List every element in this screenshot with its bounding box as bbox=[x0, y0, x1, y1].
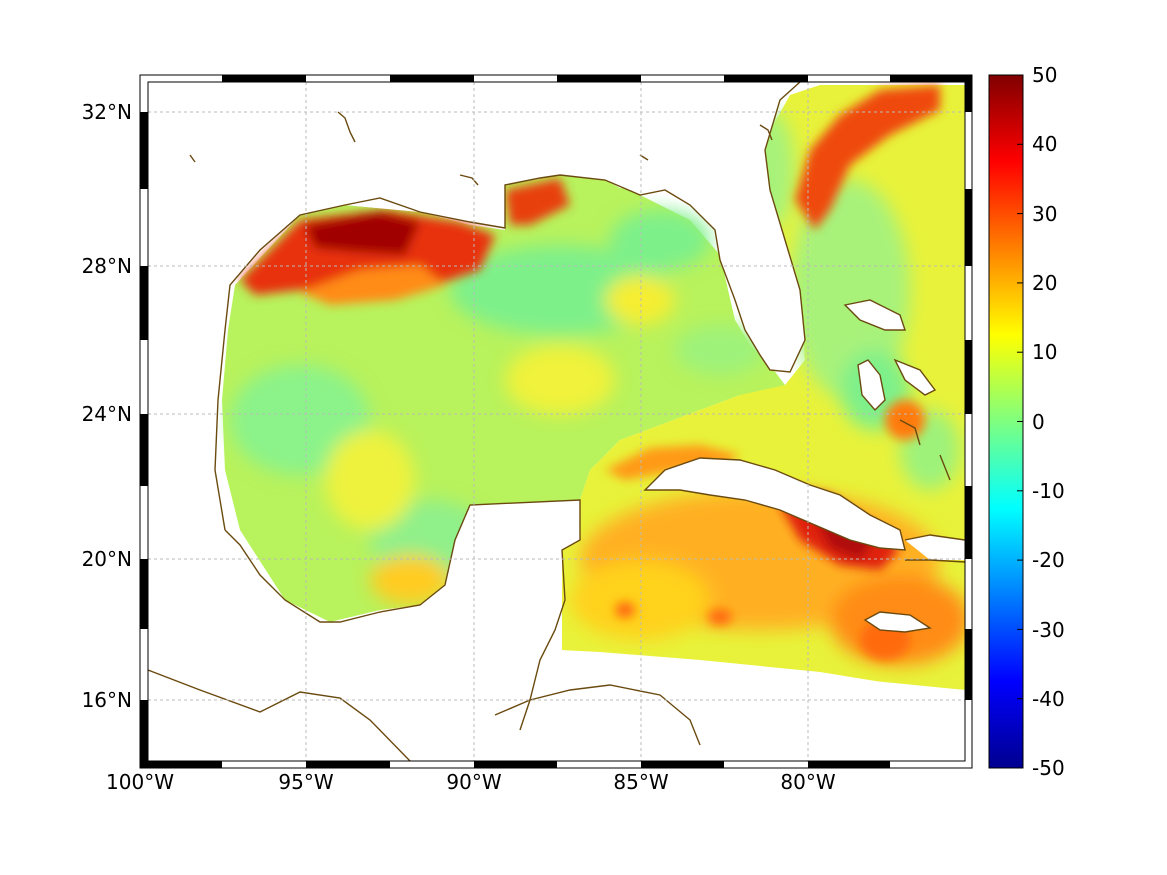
colorbar-label: 30 bbox=[1032, 202, 1057, 226]
colorbar-labels: 50 40 30 20 10 0 -10 -20 -30 -40 -50 bbox=[1032, 63, 1065, 780]
yucatan-land bbox=[148, 500, 580, 761]
frame-seg-top bbox=[724, 75, 808, 82]
gulf-green-region bbox=[675, 325, 765, 375]
jamaica-coastline bbox=[863, 611, 932, 633]
bahamas-land bbox=[845, 300, 905, 330]
lon-label: 80°W bbox=[780, 770, 835, 794]
mexico-west-land bbox=[148, 530, 320, 761]
frame-seg-top bbox=[390, 75, 474, 82]
colorbar-label: 0 bbox=[1032, 410, 1045, 434]
lon-label: 90°W bbox=[446, 770, 501, 794]
longitude-labels: 100°W 95°W 90°W 85°W 80°W bbox=[106, 770, 836, 794]
hispaniola-land bbox=[905, 535, 965, 560]
bahamas-land bbox=[895, 360, 935, 395]
gulf-orange-band bbox=[300, 265, 445, 305]
central-america-land bbox=[520, 650, 965, 761]
frame-seg-right bbox=[965, 486, 972, 559]
frame-seg-right bbox=[965, 82, 972, 112]
lat-label: 28°N bbox=[82, 254, 132, 278]
colorbar-label: 50 bbox=[1032, 63, 1057, 87]
frame-seg-bottom bbox=[306, 761, 390, 768]
frame-seg-left bbox=[140, 112, 148, 189]
central-america-coastline bbox=[148, 669, 411, 761]
mexico-coastline bbox=[224, 499, 581, 731]
lon-label: 85°W bbox=[613, 770, 668, 794]
frame-seg-bottom bbox=[808, 761, 890, 768]
lat-label: 20°N bbox=[82, 547, 132, 571]
frame-seg-left bbox=[140, 414, 148, 486]
lake-coastline bbox=[189, 111, 773, 186]
gridlines bbox=[148, 82, 965, 761]
us-gulf-coastline bbox=[214, 82, 806, 531]
atlantic-green-region bbox=[790, 180, 910, 400]
frame-seg-top bbox=[222, 75, 306, 82]
frame-seg-left bbox=[140, 559, 148, 629]
frame-seg-right bbox=[965, 629, 972, 700]
frame-seg-top bbox=[557, 75, 641, 82]
bahamas-orange-spot bbox=[885, 400, 925, 440]
colorbar-label: -30 bbox=[1032, 618, 1065, 642]
frame-seg-right bbox=[965, 340, 972, 414]
map-frame bbox=[139, 74, 973, 769]
mobile-bay-red bbox=[505, 178, 570, 225]
honduras-coastline bbox=[494, 684, 701, 746]
frame-seg-right bbox=[965, 189, 972, 266]
bahamas-coastline bbox=[843, 299, 951, 481]
colorbar-label: -10 bbox=[1032, 479, 1065, 503]
lat-label: 24°N bbox=[82, 402, 132, 426]
caribbean-orange-spot bbox=[615, 602, 635, 618]
lon-label: 100°W bbox=[106, 770, 174, 794]
sea-level-anomaly-field bbox=[148, 82, 965, 761]
hispaniola-coastline bbox=[904, 534, 965, 563]
lat-label: 32°N bbox=[82, 100, 132, 124]
gulf-dark-red-core bbox=[305, 212, 420, 255]
us-gulf-coast-land bbox=[148, 82, 620, 530]
lat-label: 16°N bbox=[82, 688, 132, 712]
colorbar-label: -50 bbox=[1032, 756, 1065, 780]
colorbar: 50 40 30 20 10 0 -10 -20 -30 -40 -50 bbox=[988, 63, 1065, 780]
cuba-coastline bbox=[643, 457, 906, 551]
colorbar-tick-marks bbox=[1017, 143, 1023, 700]
colorbar-label: -40 bbox=[1032, 687, 1065, 711]
jamaica-land bbox=[865, 612, 930, 632]
frame-seg-top bbox=[890, 75, 972, 82]
coastlines bbox=[148, 82, 965, 761]
caribbean-orange-spot bbox=[708, 609, 732, 625]
frame-seg-bottom bbox=[474, 761, 557, 768]
gulf-orange-region bbox=[370, 555, 450, 605]
frame-seg-left bbox=[140, 266, 148, 340]
latitude-labels: 32°N 28°N 24°N 20°N 16°N bbox=[82, 100, 132, 712]
cuba-land bbox=[645, 458, 905, 550]
lon-label: 95°W bbox=[278, 770, 333, 794]
frame-seg-bottom bbox=[641, 761, 724, 768]
florida-straits-orange bbox=[605, 445, 740, 480]
colorbar-label: -20 bbox=[1032, 548, 1065, 572]
gulf-yellow-region bbox=[605, 275, 675, 325]
gulf-green-region bbox=[610, 210, 710, 270]
colorbar-label: 20 bbox=[1032, 271, 1057, 295]
frame-seg-bottom bbox=[140, 761, 222, 768]
gulf-stream-red-band bbox=[795, 85, 940, 230]
caribbean-yellow-region bbox=[570, 560, 710, 640]
colorbar-label: 40 bbox=[1032, 132, 1057, 156]
gulf-green-region bbox=[230, 365, 370, 475]
gulf-yellow-region bbox=[505, 345, 615, 415]
gulf-yellow-region bbox=[325, 430, 415, 530]
frame-seg-left bbox=[140, 700, 148, 761]
colorbar-label: 10 bbox=[1032, 340, 1057, 364]
